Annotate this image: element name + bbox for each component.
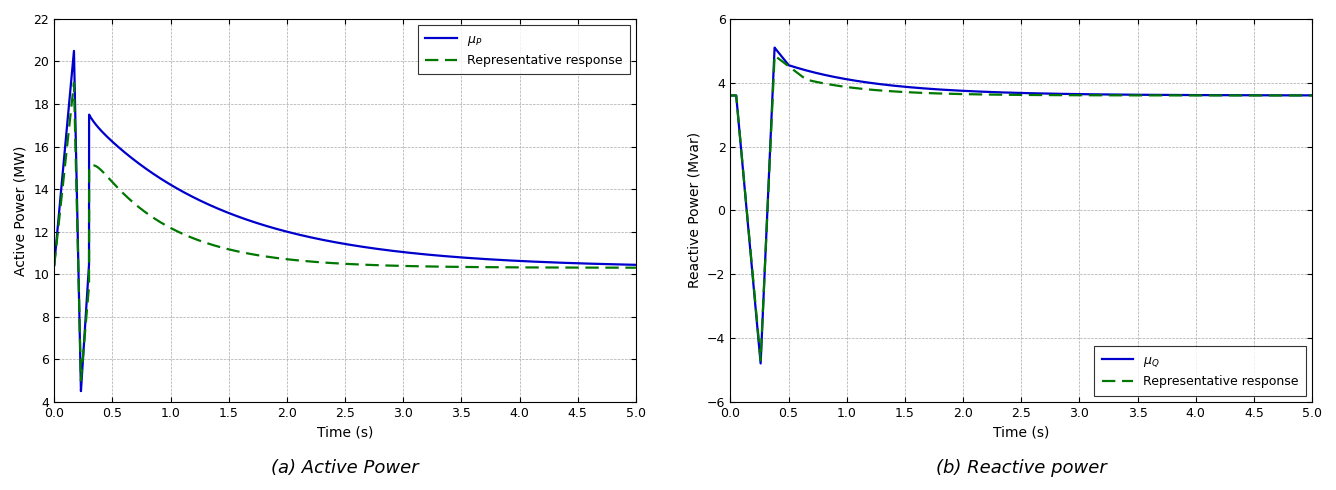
Representative response <box>1273 93 1289 98</box>
Representative response <box>160 224 176 230</box>
Representative response <box>836 84 852 90</box>
Representative response <box>1007 92 1023 98</box>
Text: (a) Active Power: (a) Active Power <box>271 459 420 477</box>
Representative response <box>49 239 65 245</box>
$\mu_P$ <box>628 262 644 268</box>
$\mu_Q$ <box>836 76 852 82</box>
Representative response <box>747 291 763 296</box>
Y-axis label: Reactive Power (Mvar): Reactive Power (Mvar) <box>688 132 701 289</box>
Representative response <box>628 265 644 270</box>
Representative response <box>752 357 768 363</box>
Line: $\mu_P$: $\mu_P$ <box>55 51 636 391</box>
$\mu_Q$ <box>752 361 768 367</box>
Representative response <box>758 257 774 263</box>
Text: (b) Reactive power: (b) Reactive power <box>937 459 1106 477</box>
$\mu_Q$ <box>747 293 763 299</box>
$\mu_P$ <box>71 261 87 267</box>
$\mu_P$ <box>65 48 81 54</box>
X-axis label: Time (s): Time (s) <box>317 425 373 439</box>
$\mu_Q$ <box>725 93 741 98</box>
Line: $\mu_Q$: $\mu_Q$ <box>731 48 1312 364</box>
$\mu_Q$ <box>1273 93 1289 98</box>
$\mu_Q$ <box>723 93 739 98</box>
Y-axis label: Active Power (MW): Active Power (MW) <box>13 145 28 275</box>
Representative response <box>723 93 739 98</box>
Representative response <box>65 80 81 86</box>
Representative response <box>725 93 741 98</box>
$\mu_Q$ <box>758 256 774 262</box>
$\mu_P$ <box>73 388 90 394</box>
$\mu_P$ <box>49 234 65 240</box>
$\mu_Q$ <box>1304 93 1320 98</box>
Representative response <box>71 266 87 272</box>
$\mu_P$ <box>597 261 613 267</box>
Representative response <box>47 263 63 269</box>
Legend: $\mu_P$, Representative response: $\mu_P$, Representative response <box>418 25 629 74</box>
Line: Representative response: Representative response <box>731 55 1312 360</box>
$\mu_P$ <box>47 263 63 269</box>
Representative response <box>81 165 98 171</box>
Representative response <box>1304 93 1320 98</box>
$\mu_Q$ <box>1007 90 1023 96</box>
$\mu_Q$ <box>767 45 783 50</box>
X-axis label: Time (s): Time (s) <box>993 425 1050 439</box>
Representative response <box>73 378 90 384</box>
Representative response <box>597 265 613 270</box>
Representative response <box>331 261 347 267</box>
Line: Representative response: Representative response <box>55 83 636 381</box>
$\mu_P$ <box>81 112 98 118</box>
$\mu_P$ <box>331 240 347 246</box>
$\mu_P$ <box>160 180 176 186</box>
Legend: $\mu_Q$, Representative response: $\mu_Q$, Representative response <box>1094 346 1305 395</box>
Representative response <box>767 52 783 58</box>
